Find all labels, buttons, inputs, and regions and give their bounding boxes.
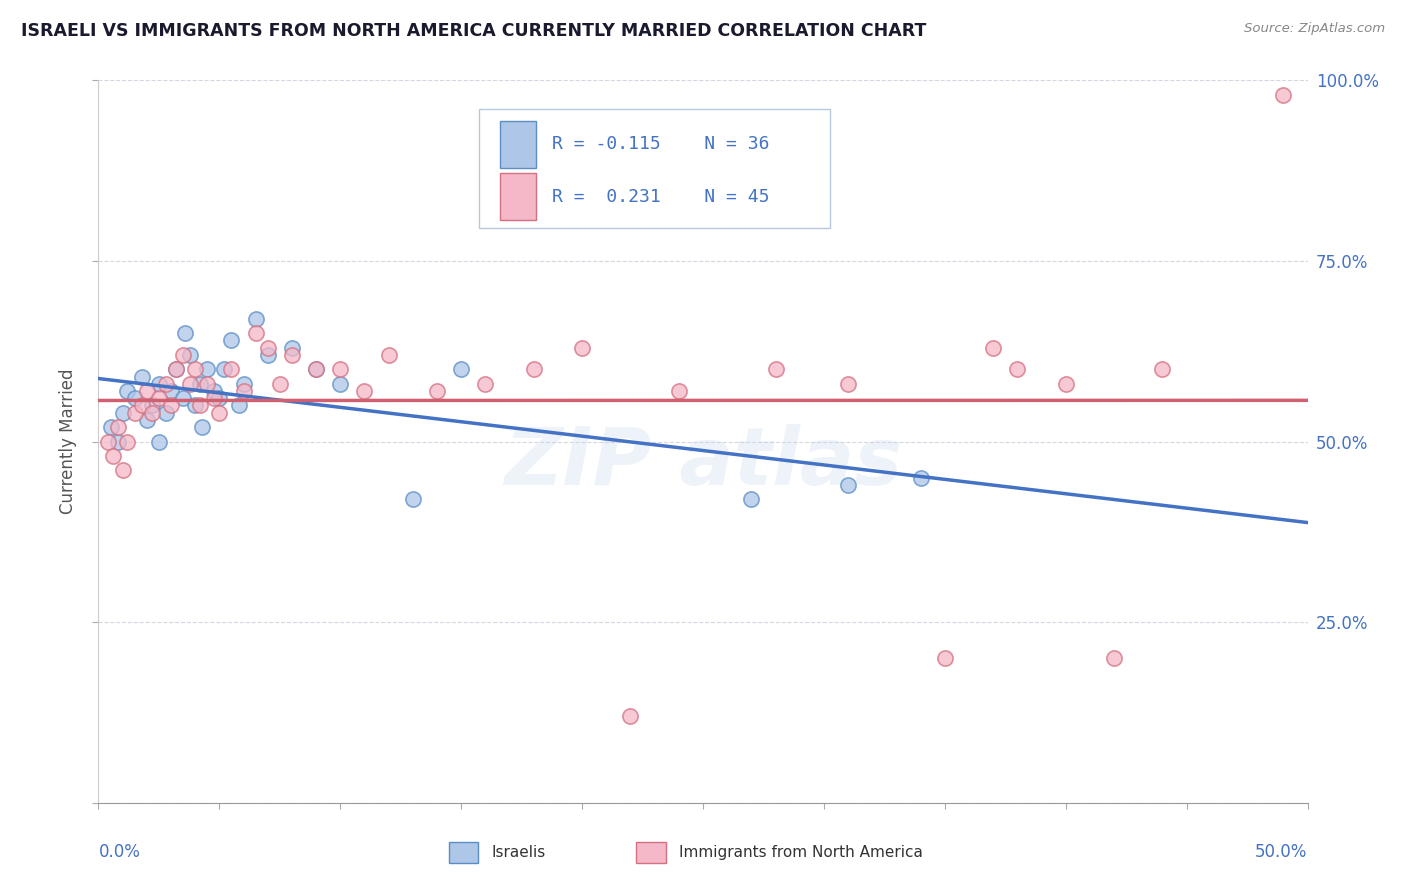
Point — [188, 398, 211, 412]
Point — [124, 406, 146, 420]
Text: R =  0.231    N = 45: R = 0.231 N = 45 — [551, 188, 769, 206]
Point — [426, 384, 449, 398]
Point — [179, 376, 201, 391]
Point — [111, 406, 134, 420]
Point — [135, 384, 157, 398]
FancyBboxPatch shape — [501, 120, 536, 168]
Point — [281, 341, 304, 355]
Point — [221, 334, 243, 348]
Point — [179, 348, 201, 362]
Point — [208, 391, 231, 405]
Point — [131, 369, 153, 384]
Point — [668, 384, 690, 398]
Point — [305, 362, 328, 376]
Point — [135, 413, 157, 427]
Text: Source: ZipAtlas.com: Source: ZipAtlas.com — [1244, 22, 1385, 36]
FancyBboxPatch shape — [479, 109, 830, 228]
Point — [204, 384, 226, 398]
Point — [172, 348, 194, 362]
Point — [377, 348, 399, 362]
Point — [148, 376, 170, 391]
Point — [256, 341, 278, 355]
FancyBboxPatch shape — [637, 842, 665, 863]
Point — [619, 709, 641, 723]
Point — [474, 376, 496, 391]
Point — [97, 434, 120, 449]
Point — [117, 434, 139, 449]
Point — [117, 384, 139, 398]
Point — [100, 420, 122, 434]
Text: ZIP atlas: ZIP atlas — [503, 425, 903, 502]
Point — [981, 341, 1004, 355]
Point — [124, 391, 146, 405]
Point — [188, 376, 211, 391]
Point — [571, 341, 593, 355]
Point — [195, 376, 218, 391]
Point — [212, 362, 235, 376]
Point — [281, 348, 304, 362]
Point — [141, 398, 163, 412]
Point — [269, 376, 291, 391]
Text: Immigrants from North America: Immigrants from North America — [679, 845, 922, 860]
FancyBboxPatch shape — [501, 173, 536, 220]
Point — [160, 384, 183, 398]
Point — [450, 362, 472, 376]
Point — [228, 398, 250, 412]
Point — [148, 434, 170, 449]
Y-axis label: Currently Married: Currently Married — [59, 368, 77, 515]
Point — [184, 398, 207, 412]
Point — [160, 398, 183, 412]
Point — [837, 376, 859, 391]
FancyBboxPatch shape — [449, 842, 478, 863]
Point — [245, 326, 267, 340]
Point — [111, 463, 134, 477]
Point — [305, 362, 328, 376]
Point — [107, 420, 129, 434]
Point — [1102, 651, 1125, 665]
Point — [1054, 376, 1077, 391]
Point — [402, 492, 425, 507]
Point — [148, 391, 170, 405]
Point — [256, 348, 278, 362]
Point — [329, 376, 352, 391]
Point — [934, 651, 956, 665]
Point — [204, 391, 226, 405]
Point — [208, 406, 231, 420]
Text: 0.0%: 0.0% — [98, 843, 141, 861]
Point — [329, 362, 352, 376]
Point — [155, 376, 177, 391]
Point — [174, 326, 197, 340]
Point — [131, 398, 153, 412]
Point — [107, 434, 129, 449]
Point — [141, 406, 163, 420]
Point — [232, 376, 254, 391]
Point — [523, 362, 546, 376]
Point — [245, 311, 267, 326]
Point — [740, 492, 762, 507]
Text: Israelis: Israelis — [492, 845, 546, 860]
Point — [221, 362, 243, 376]
Point — [1007, 362, 1029, 376]
Point — [191, 420, 214, 434]
Point — [195, 362, 218, 376]
Point — [1152, 362, 1174, 376]
Point — [101, 449, 124, 463]
Text: 50.0%: 50.0% — [1256, 843, 1308, 861]
Point — [353, 384, 375, 398]
Point — [837, 478, 859, 492]
Point — [165, 362, 187, 376]
Point — [172, 391, 194, 405]
Point — [184, 362, 207, 376]
Point — [765, 362, 787, 376]
Text: R = -0.115    N = 36: R = -0.115 N = 36 — [551, 136, 769, 153]
Point — [910, 470, 932, 484]
Point — [1272, 87, 1295, 102]
Point — [232, 384, 254, 398]
Point — [155, 406, 177, 420]
Text: ISRAELI VS IMMIGRANTS FROM NORTH AMERICA CURRENTLY MARRIED CORRELATION CHART: ISRAELI VS IMMIGRANTS FROM NORTH AMERICA… — [21, 22, 927, 40]
Point — [165, 362, 187, 376]
